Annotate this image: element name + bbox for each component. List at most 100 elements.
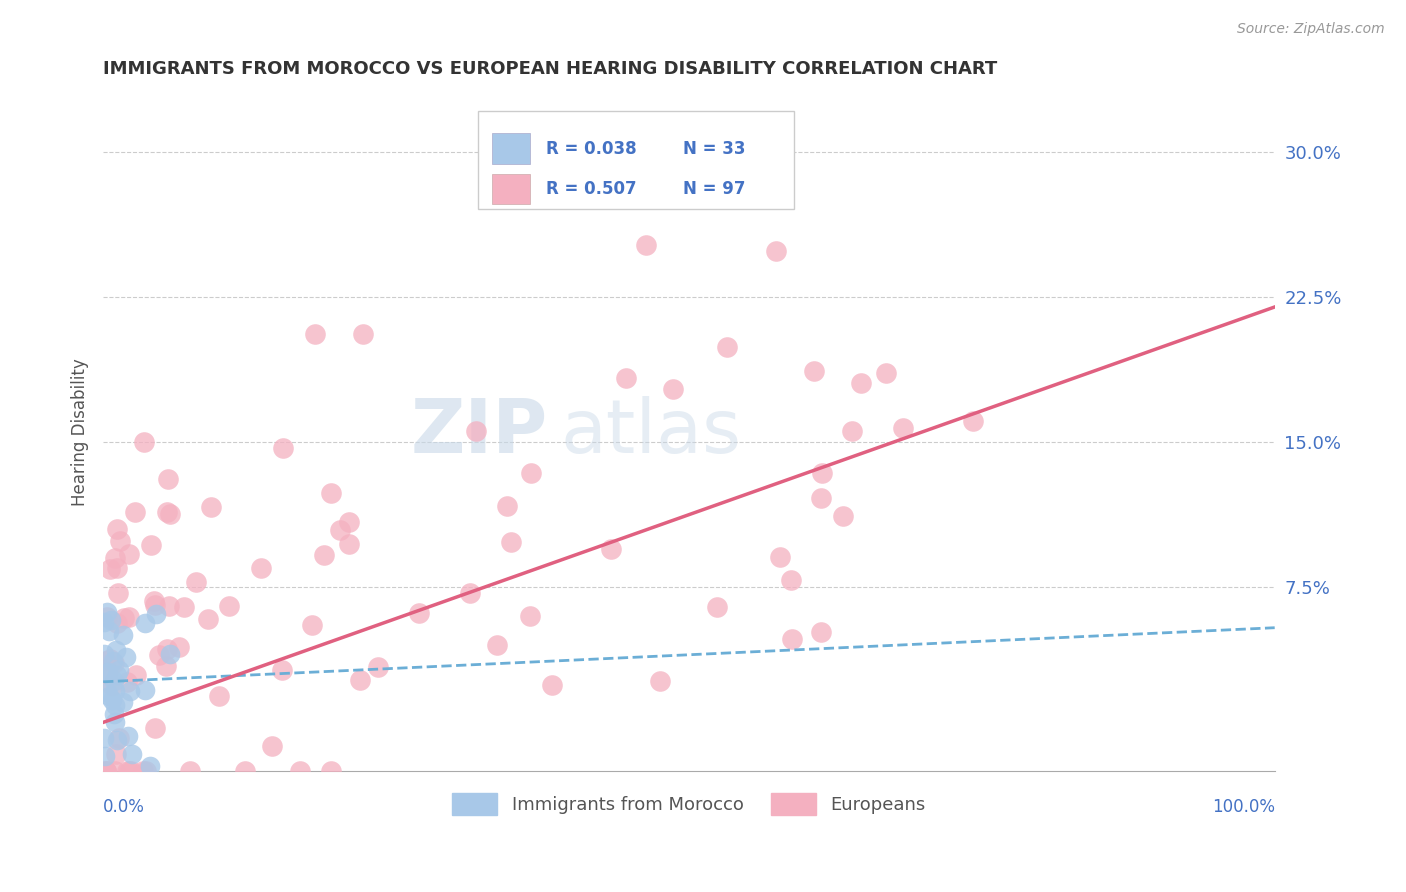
- Text: N = 97: N = 97: [683, 180, 745, 198]
- Point: [98, 652, 121, 666]
- Point: [96, 764, 118, 778]
- Point: [108, 533, 131, 548]
- Point: [118, 609, 141, 624]
- Point: [803, 363, 825, 377]
- Point: [148, 648, 170, 663]
- Point: [208, 690, 231, 704]
- Point: [94, 654, 117, 668]
- Point: [124, 505, 146, 519]
- Point: [810, 491, 832, 505]
- Point: [339, 515, 361, 529]
- Point: [159, 508, 181, 522]
- Point: [173, 599, 195, 614]
- Point: [169, 640, 191, 654]
- Point: [100, 693, 122, 707]
- Point: [851, 376, 873, 390]
- Point: [97, 624, 120, 639]
- Point: [105, 733, 128, 747]
- Point: [105, 747, 128, 762]
- Point: [769, 550, 792, 565]
- Text: 0.0%: 0.0%: [103, 797, 145, 816]
- Text: atlas: atlas: [560, 396, 741, 469]
- Point: [636, 238, 658, 252]
- Point: [104, 764, 127, 778]
- Point: [142, 594, 165, 608]
- Point: [104, 714, 127, 729]
- Point: [103, 707, 125, 722]
- Point: [159, 647, 181, 661]
- Point: [97, 665, 120, 680]
- Point: [662, 382, 685, 396]
- Point: [107, 586, 129, 600]
- FancyBboxPatch shape: [492, 133, 530, 164]
- Point: [143, 721, 166, 735]
- Point: [98, 562, 121, 576]
- Point: [118, 764, 141, 778]
- Text: R = 0.038: R = 0.038: [546, 139, 637, 158]
- Text: IMMIGRANTS FROM MOROCCO VS EUROPEAN HEARING DISABILITY CORRELATION CHART: IMMIGRANTS FROM MOROCCO VS EUROPEAN HEAR…: [103, 60, 997, 78]
- Point: [118, 684, 141, 698]
- Point: [141, 538, 163, 552]
- Point: [156, 472, 179, 486]
- Point: [155, 659, 177, 673]
- Point: [312, 548, 335, 562]
- Point: [520, 466, 543, 480]
- Point: [134, 683, 156, 698]
- Point: [465, 424, 488, 438]
- Point: [841, 424, 863, 438]
- Point: [321, 764, 343, 778]
- Point: [94, 764, 117, 778]
- Point: [250, 561, 273, 575]
- Point: [121, 747, 143, 761]
- Point: [117, 729, 139, 743]
- Point: [614, 370, 637, 384]
- Point: [108, 664, 131, 678]
- Point: [337, 537, 360, 551]
- Point: [301, 617, 323, 632]
- Point: [117, 675, 139, 690]
- Point: [706, 600, 728, 615]
- Point: [93, 647, 115, 661]
- Point: [96, 684, 118, 698]
- Point: [349, 673, 371, 687]
- Point: [103, 654, 125, 668]
- Point: [319, 486, 342, 500]
- Point: [367, 660, 389, 674]
- Point: [200, 500, 222, 514]
- Point: [875, 366, 897, 380]
- Point: [96, 605, 118, 619]
- Point: [132, 764, 155, 778]
- Point: [100, 613, 122, 627]
- Point: [105, 668, 128, 682]
- Point: [891, 421, 914, 435]
- Point: [97, 665, 120, 680]
- FancyBboxPatch shape: [478, 112, 794, 210]
- Point: [104, 550, 127, 565]
- Point: [599, 542, 621, 557]
- Legend: Immigrants from Morocco, Europeans: Immigrants from Morocco, Europeans: [446, 786, 932, 822]
- Point: [179, 764, 201, 778]
- Point: [716, 340, 738, 354]
- Point: [271, 441, 294, 455]
- Point: [112, 611, 135, 625]
- Point: [135, 764, 157, 778]
- Text: R = 0.507: R = 0.507: [546, 180, 637, 198]
- Point: [145, 607, 167, 621]
- Point: [104, 683, 127, 698]
- Point: [132, 435, 155, 450]
- Point: [101, 679, 124, 693]
- Point: [105, 643, 128, 657]
- Point: [103, 674, 125, 689]
- Point: [117, 547, 139, 561]
- Point: [139, 759, 162, 773]
- Point: [197, 612, 219, 626]
- FancyBboxPatch shape: [492, 174, 530, 204]
- Point: [184, 574, 207, 589]
- Text: N = 33: N = 33: [683, 139, 745, 158]
- Point: [157, 599, 180, 614]
- Point: [304, 326, 326, 341]
- Point: [408, 607, 430, 621]
- Text: 100.0%: 100.0%: [1212, 797, 1275, 816]
- Point: [218, 599, 240, 613]
- Point: [94, 666, 117, 681]
